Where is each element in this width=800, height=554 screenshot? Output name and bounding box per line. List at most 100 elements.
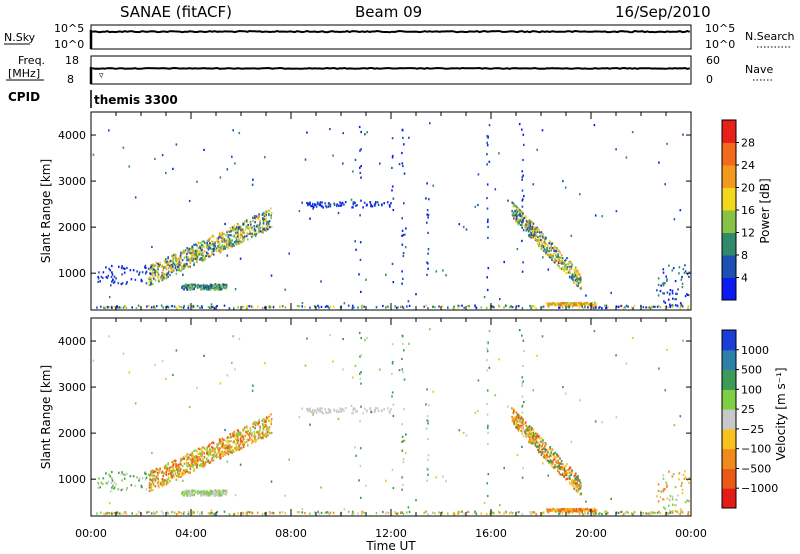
data-point	[549, 509, 552, 512]
data-point	[574, 274, 577, 277]
data-point	[152, 481, 154, 484]
data-point	[190, 463, 192, 466]
data-point	[237, 435, 239, 438]
data-point	[223, 492, 226, 495]
data-point	[534, 239, 537, 242]
data-point	[168, 264, 171, 267]
data-point	[165, 266, 167, 269]
data-point	[159, 263, 161, 266]
data-point	[118, 471, 120, 474]
data-point	[579, 302, 581, 305]
data-point	[487, 442, 489, 445]
data-point	[211, 253, 213, 256]
data-point	[528, 440, 530, 444]
data-point	[201, 446, 204, 449]
data-point	[594, 301, 596, 304]
data-point	[194, 250, 197, 253]
data-point	[202, 460, 205, 463]
data-point	[242, 232, 245, 235]
data-point	[426, 221, 428, 224]
data-point	[230, 239, 232, 242]
data-point	[181, 284, 184, 288]
data-point	[140, 484, 143, 487]
data-point	[152, 511, 155, 514]
data-point	[515, 305, 518, 308]
data-point	[272, 306, 275, 309]
data-point	[228, 449, 231, 452]
data-point	[549, 253, 552, 256]
data-point	[494, 188, 497, 191]
data-point	[244, 235, 246, 238]
data-point	[521, 376, 524, 379]
data-point	[122, 306, 125, 309]
data-point	[615, 148, 617, 151]
data-point	[570, 234, 573, 237]
data-point	[426, 209, 429, 212]
data-point	[154, 485, 157, 488]
data-point	[577, 282, 580, 285]
data-point	[527, 220, 529, 223]
data-point	[213, 490, 215, 493]
data-point	[146, 511, 148, 514]
data-point	[219, 286, 222, 289]
data-point	[615, 354, 617, 357]
data-point	[325, 410, 327, 413]
data-point	[327, 411, 330, 414]
data-point	[652, 305, 655, 308]
data-point	[544, 443, 547, 446]
data-point	[182, 251, 184, 254]
data-point	[570, 277, 573, 280]
data-point	[591, 301, 593, 305]
data-point	[249, 511, 251, 514]
data-point	[238, 131, 241, 135]
data-point	[504, 510, 507, 513]
data-point	[542, 447, 545, 450]
data-point	[201, 252, 204, 255]
data-point	[236, 228, 238, 231]
data-point	[546, 459, 549, 462]
data-point	[122, 146, 125, 149]
data-point	[281, 511, 284, 514]
data-point	[319, 408, 322, 411]
data-point	[553, 261, 556, 264]
data-point	[167, 481, 169, 484]
data-point	[578, 306, 581, 309]
velocity-scatter	[92, 328, 691, 516]
data-point	[530, 426, 532, 429]
data-point	[542, 236, 544, 239]
data-point	[175, 475, 178, 478]
data-point	[549, 459, 552, 462]
data-point	[540, 451, 543, 454]
data-point	[239, 257, 242, 260]
data-point	[538, 239, 540, 242]
data-point	[154, 512, 156, 515]
data-point	[566, 477, 568, 480]
data-point	[284, 288, 286, 291]
data-point	[385, 479, 387, 482]
data-point	[540, 245, 543, 248]
data-point	[523, 401, 525, 404]
data-point	[173, 511, 176, 514]
data-point	[219, 382, 222, 385]
data-point	[254, 435, 257, 438]
data-point	[241, 440, 244, 443]
data-point	[535, 307, 537, 310]
data-point	[687, 511, 690, 514]
data-point	[517, 223, 520, 226]
data-point	[686, 273, 689, 276]
data-point	[120, 283, 123, 286]
data-point	[112, 278, 114, 281]
data-point	[218, 452, 221, 455]
data-point	[536, 226, 538, 229]
data-point	[407, 506, 410, 509]
data-point	[222, 454, 224, 458]
data-point	[530, 236, 532, 239]
data-point	[548, 250, 550, 253]
data-point	[108, 473, 110, 476]
data-point	[247, 439, 250, 442]
data-point	[360, 511, 363, 514]
data-point	[552, 252, 555, 255]
data-point	[145, 472, 147, 476]
data-point	[579, 487, 582, 490]
data-point	[667, 504, 670, 507]
